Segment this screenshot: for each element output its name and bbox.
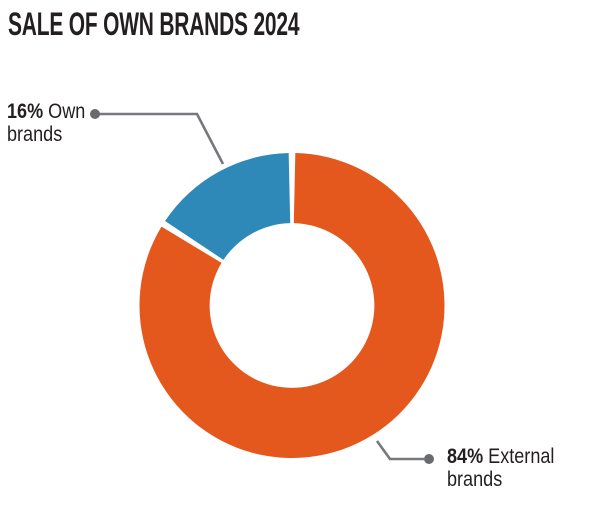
callout-own-brands: 16% Own brands <box>7 100 93 146</box>
own-brands-percent: 16% <box>7 100 44 123</box>
own-brands-label: Own brands <box>7 100 86 146</box>
own-brands-leader-line <box>95 112 225 165</box>
external-brands-leader-line <box>375 440 424 461</box>
external-brands-label: External brands <box>447 445 555 491</box>
chart-title: SALE OF OWN BRANDS 2024 <box>8 6 300 42</box>
callout-external-brands: 84% External brands <box>447 445 559 491</box>
external-brands-leader-dot <box>424 454 434 464</box>
own-brands-leader-dot <box>90 109 100 119</box>
segment-external-brands <box>139 153 445 458</box>
segment-own-brands <box>165 153 291 260</box>
external-brands-percent: 84% <box>447 445 484 468</box>
